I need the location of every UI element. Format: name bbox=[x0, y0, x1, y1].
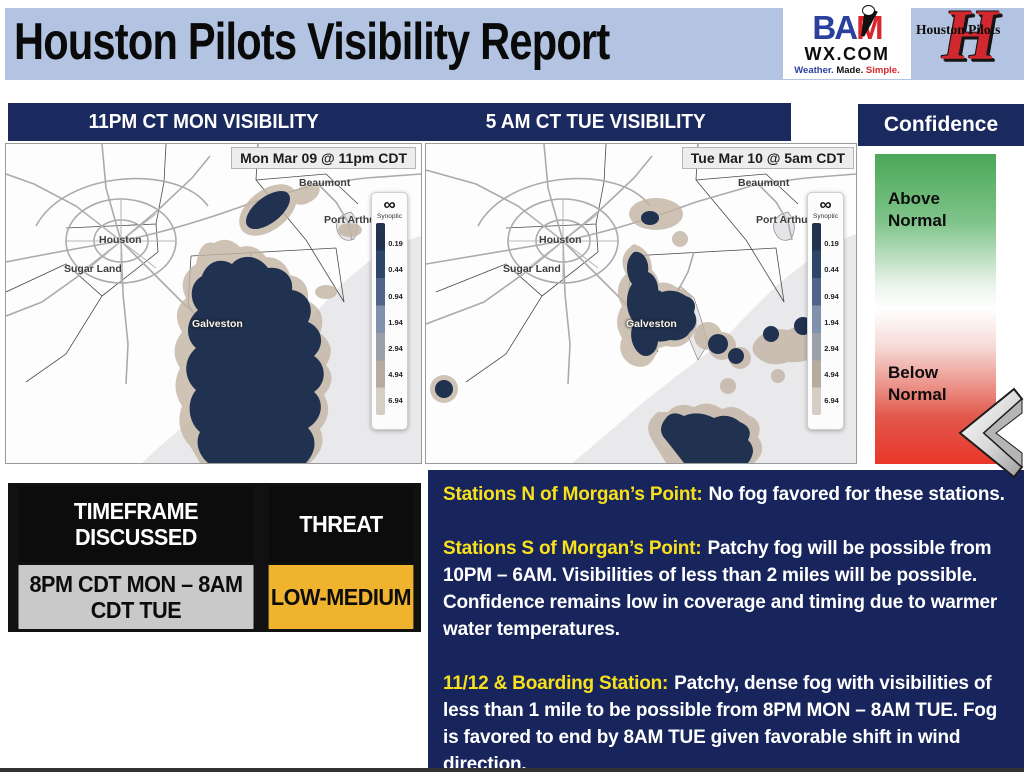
city-label-sugar-land: Sugar Land bbox=[503, 263, 561, 275]
city-label-galveston: Galveston bbox=[626, 318, 677, 330]
timeframe-value: 8PM CDT MON – 8AM CDT TUE bbox=[18, 565, 254, 629]
city-label-port-arthur: Port Arthur bbox=[324, 214, 380, 226]
paragraph-body: No fog favored for these stations. bbox=[708, 484, 1005, 505]
roads-minor bbox=[508, 199, 618, 284]
tornado-top-icon bbox=[862, 4, 876, 16]
city-label-sugar-land: Sugar Land bbox=[64, 263, 122, 275]
discussion-paragraph: 11/12 & Boarding Station: Patchy, dense f… bbox=[443, 670, 1009, 772]
bamwx-domain: WX.COM bbox=[804, 43, 890, 64]
discussion-paragraph: Stations N of Morgan’s Point: No fog favo… bbox=[443, 481, 1009, 508]
threat-table: TIMEFRAME DISCUSSED THREAT 8PM CDT MON –… bbox=[8, 483, 421, 632]
left-map-title: 11PM CT MON VISIBILITY bbox=[88, 110, 319, 133]
discussion-paragraph: Stations S of Morgan’s Point: Patchy fog … bbox=[443, 535, 1009, 643]
paragraph-heading: 11/12 & Boarding Station: bbox=[443, 673, 669, 694]
city-label-houston: Houston bbox=[539, 234, 582, 246]
threat-header: THREAT bbox=[268, 486, 414, 562]
threat-value: LOW-MEDIUM bbox=[268, 565, 414, 629]
paragraph-heading: Stations N of Morgan’s Point: bbox=[443, 484, 703, 505]
bamwx-tagline: Weather. Made. Simple. bbox=[794, 64, 900, 76]
confidence-gradient bbox=[875, 154, 996, 464]
paragraph-body: Patchy, dense fog with visibilities of l… bbox=[443, 673, 998, 772]
legend-title: Synoptic bbox=[377, 213, 402, 221]
infinity-icon: ∞ bbox=[819, 195, 832, 214]
pilots-name: Houston Pilots bbox=[916, 22, 1001, 37]
page-title: Houston Pilots Visibility Report bbox=[14, 13, 610, 71]
legend-colorbar bbox=[376, 223, 386, 416]
bamwx-logo: BAM WX.COM Weather. Made. Simple. bbox=[783, 4, 911, 79]
legend-ticks: 0.19 0.44 0.94 1.94 2.94 4.94 6.94 bbox=[824, 239, 839, 406]
fog-layer bbox=[435, 211, 812, 463]
city-label-houston: Houston bbox=[99, 234, 142, 246]
map-graphic-right bbox=[426, 144, 856, 463]
below-normal-label: Below Normal bbox=[888, 363, 947, 405]
houston-pilots-logo: H Houston Pilots bbox=[916, 0, 1022, 80]
city-label-port-arthur: Port Arthur bbox=[756, 214, 812, 226]
bamwx-wordmark: BAM bbox=[812, 4, 884, 44]
fog-layer bbox=[186, 190, 324, 463]
paragraph-body: Patchy fog will be possible from 10PM – … bbox=[443, 538, 998, 640]
visibility-legend: ∞ Synoptic 0.19 0.44 0.94 1.94 2.94 4.94… bbox=[371, 192, 408, 430]
roads-minor bbox=[66, 199, 176, 284]
legend-ticks: 0.19 0.44 0.94 1.94 2.94 4.94 6.94 bbox=[388, 239, 403, 406]
infinity-icon: ∞ bbox=[383, 195, 396, 214]
timeframe-header: TIMEFRAME DISCUSSED bbox=[18, 486, 254, 562]
right-map-title: 5 AM CT TUE VISIBILITY bbox=[485, 110, 706, 133]
maps-header-bar: 11PM CT MON VISIBILITY 5 AM CT TUE VISIB… bbox=[8, 103, 791, 141]
timestamp-left: Mon Mar 09 @ 11pm CDT bbox=[231, 147, 416, 169]
discussion-panel: Stations N of Morgan’s Point: No fog favo… bbox=[428, 470, 1024, 772]
legend-colorbar bbox=[812, 223, 822, 416]
confidence-header: Confidence bbox=[858, 104, 1024, 146]
map-graphic-left bbox=[6, 144, 421, 463]
paragraph-heading: Stations S of Morgan’s Point: bbox=[443, 538, 702, 559]
arrow-left-icon bbox=[958, 387, 1024, 479]
visibility-map-tue-5am: Tue Mar 10 @ 5am CDT Houston Sugar Land … bbox=[425, 143, 857, 464]
above-normal-label: Above Normal bbox=[888, 189, 947, 231]
timestamp-right: Tue Mar 10 @ 5am CDT bbox=[681, 147, 854, 169]
city-label-beaumont: Beaumont bbox=[738, 177, 790, 189]
visibility-map-mon-11pm: Mon Mar 09 @ 11pm CDT Houston Sugar Land… bbox=[5, 143, 422, 464]
city-label-galveston: Galveston bbox=[192, 318, 243, 330]
legend-title: Synoptic bbox=[813, 213, 838, 221]
pilots-monogram: H bbox=[942, 0, 999, 75]
visibility-legend: ∞ Synoptic 0.19 0.44 0.94 1.94 2.94 4.94… bbox=[807, 192, 844, 430]
city-label-beaumont: Beaumont bbox=[299, 177, 351, 189]
